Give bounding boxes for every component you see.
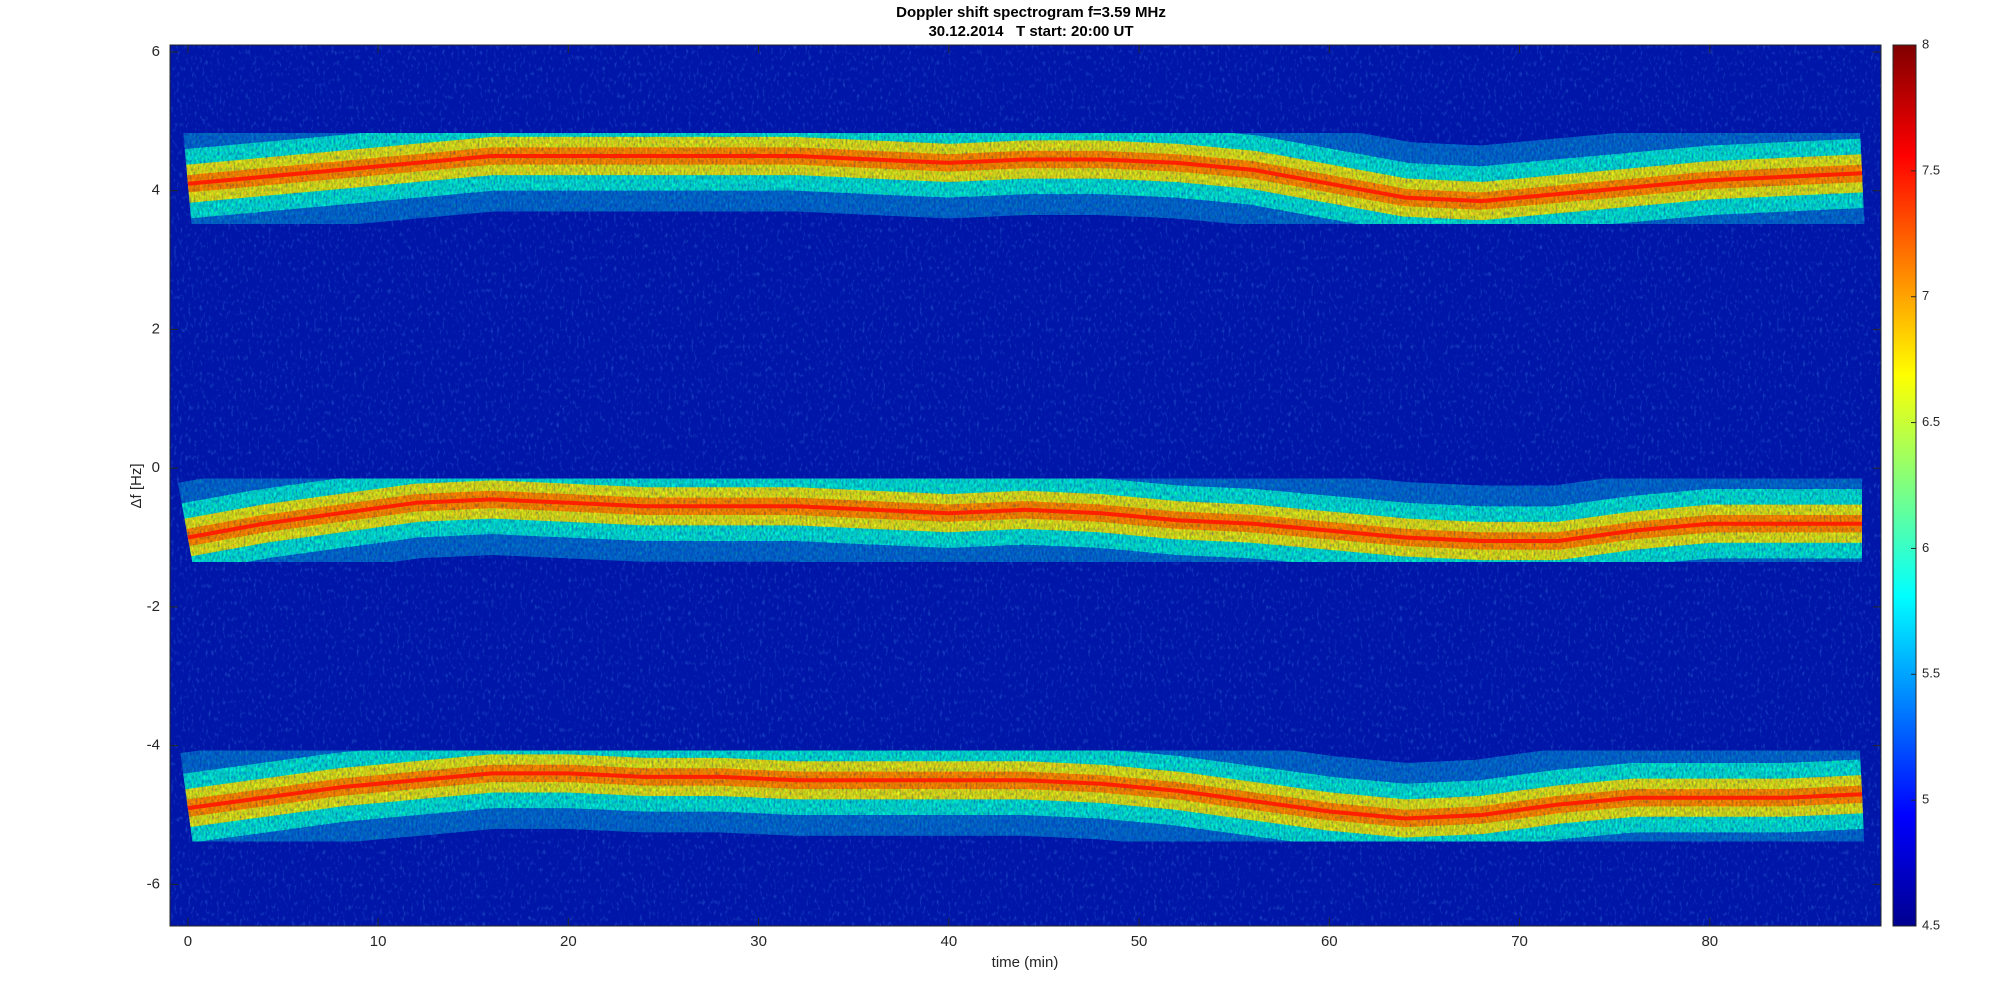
- chart-subtitle: 30.12.2014 T start: 20:00 UT: [928, 23, 1133, 40]
- x-tick-label: 40: [940, 933, 957, 950]
- colorbar-tick-label: 7: [1922, 288, 1929, 303]
- colorbar-tick-label: 7.5: [1922, 162, 1940, 177]
- y-tick-label: 2: [152, 320, 160, 337]
- band-center: [187, 771, 1863, 821]
- y-axis-label: Δf [Hz]: [128, 463, 145, 508]
- y-tick-label: 0: [152, 459, 160, 476]
- colorbar-tick-label: 5.5: [1922, 666, 1940, 681]
- colorbar-tick-label: 6.5: [1922, 414, 1940, 429]
- y-tick-label: -4: [147, 737, 160, 754]
- x-tick-label: 10: [370, 933, 387, 950]
- x-axis-label: time (min): [992, 954, 1059, 971]
- band-center: [187, 497, 1862, 543]
- x-tick-label: 50: [1131, 933, 1148, 950]
- colorbar-tick-label: 5: [1922, 792, 1929, 807]
- axes-box: [169, 44, 1882, 927]
- colorbar: [1892, 44, 1917, 927]
- x-tick-label: 80: [1701, 933, 1718, 950]
- plot-area: [170, 45, 1881, 926]
- band-center: [187, 154, 1863, 204]
- x-tick-label: 60: [1321, 933, 1338, 950]
- colorbar-tick-label: 8: [1922, 36, 1929, 51]
- colorbar-tick-label: 4.5: [1922, 917, 1940, 932]
- y-tick-label: -6: [147, 875, 160, 892]
- x-tick-label: 20: [560, 933, 577, 950]
- y-tick-label: -2: [147, 598, 160, 615]
- x-tick-label: 30: [750, 933, 767, 950]
- x-tick-label: 0: [184, 933, 192, 950]
- chart-title: Doppler shift spectrogram f=3.59 MHz: [896, 4, 1166, 21]
- colorbar-tick-label: 6: [1922, 540, 1929, 555]
- y-tick-label: 4: [152, 182, 160, 199]
- x-tick-label: 70: [1511, 933, 1528, 950]
- y-tick-label: 6: [152, 43, 160, 60]
